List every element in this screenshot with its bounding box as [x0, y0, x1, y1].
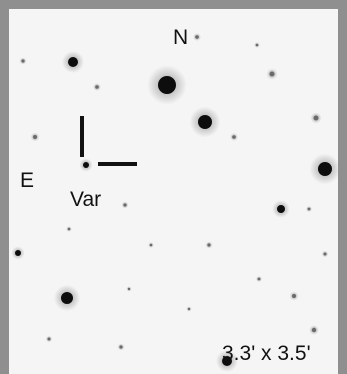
star — [292, 294, 296, 298]
north-label: N — [173, 26, 189, 49]
star — [187, 307, 191, 311]
star — [311, 327, 317, 333]
star — [67, 227, 71, 231]
star — [123, 203, 127, 207]
star — [195, 35, 199, 39]
star — [307, 207, 311, 211]
star — [323, 252, 327, 256]
star — [21, 59, 25, 63]
star — [61, 292, 73, 304]
target-marker-vertical — [80, 116, 84, 157]
field-size-label: 3.3' x 3.5' — [222, 342, 311, 365]
star — [149, 243, 153, 247]
star — [255, 43, 259, 47]
star-field-svg — [11, 33, 338, 372]
east-label: E — [20, 169, 35, 192]
star — [68, 57, 78, 67]
variable-star-label: Var — [70, 188, 102, 211]
star — [158, 76, 176, 94]
star — [222, 356, 232, 366]
star — [269, 71, 275, 77]
star — [15, 250, 21, 256]
star — [257, 277, 261, 281]
star — [83, 162, 89, 168]
star — [95, 85, 99, 89]
target-marker-horizontal — [98, 162, 137, 166]
star — [277, 205, 285, 213]
star — [318, 162, 332, 176]
star — [313, 115, 319, 121]
star — [198, 115, 212, 129]
star — [119, 345, 123, 349]
star — [207, 243, 211, 247]
star-field: N E Var 3.3' x 3.5' — [9, 9, 338, 374]
star — [33, 135, 37, 139]
star — [127, 287, 131, 291]
star — [232, 135, 236, 139]
star — [47, 337, 51, 341]
